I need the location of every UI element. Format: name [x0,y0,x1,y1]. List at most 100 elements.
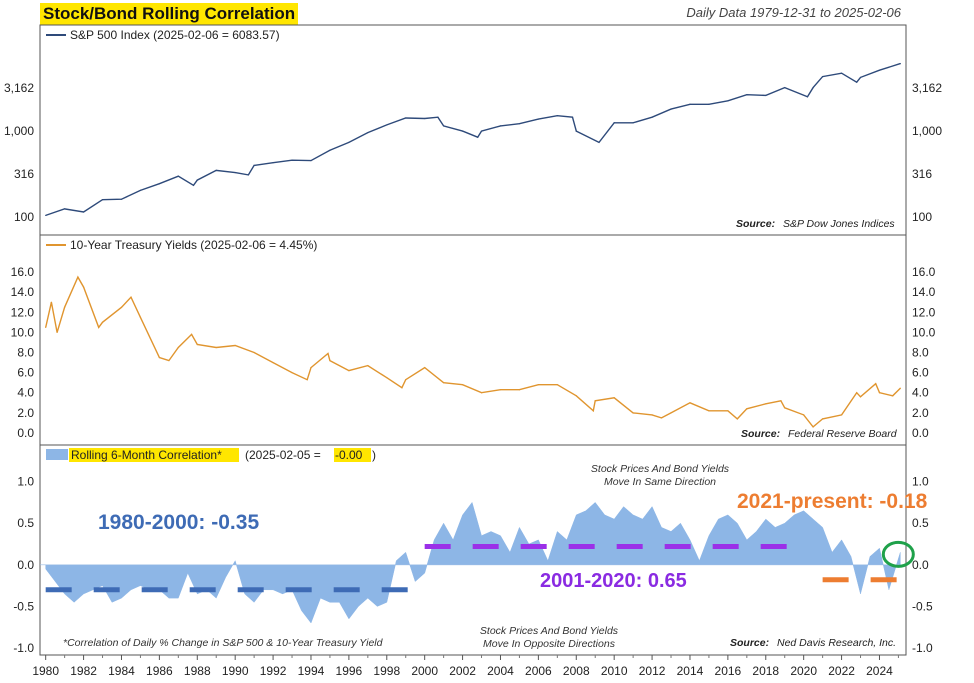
x-tick-label: 2002 [449,664,476,678]
data-point [765,403,767,405]
data-point [196,343,198,346]
data-point [310,159,312,162]
data-point [575,395,577,397]
data-point [708,410,710,412]
data-point [727,100,729,102]
annotation-2001-2020: 2001-2020: 0.65 [540,570,687,592]
data-point [367,132,369,134]
data-point [215,346,217,349]
data-point [424,367,426,369]
chart-title: Stock/Bond Rolling Correlation [40,3,299,25]
x-tick-label: 2012 [639,664,666,678]
data-point [556,115,558,117]
x-tick-label: 2024 [866,664,893,678]
data-point [177,175,179,177]
sp500-source: S&P Dow Jones Indices [783,218,895,230]
y-tick-label-left: -1.0 [13,641,34,655]
latest-value-circle [881,540,915,568]
panel-yield-frame [39,234,907,446]
data-point [253,164,255,166]
panel-corr-frame [39,444,907,656]
x-tick-label: 2014 [677,664,704,678]
corr-source: Ned Davis Research, Inc. [777,637,896,649]
data-point [130,296,132,298]
data-point [812,87,814,89]
data-point [518,389,521,391]
data-point [594,400,596,402]
data-point [499,389,502,391]
y-tick-label-left: 1,000 [4,124,34,138]
data-point [822,75,824,78]
data-point [386,377,388,379]
series-line [45,62,901,217]
yield-source: Federal Reserve Board [788,428,898,440]
corr-source-label: Source: [730,637,769,649]
data-point [822,418,824,420]
data-point [592,410,594,412]
data-point [291,372,293,374]
y-tick-label-left: 100 [14,210,34,224]
note-same-direction-1: Stock Prices And Bond Yields [591,463,730,475]
data-point [306,379,308,381]
data-point [139,189,142,191]
data-point [727,410,729,412]
data-point [571,116,574,118]
data-point [443,382,445,384]
data-point [746,408,748,410]
data-point [348,370,350,372]
y-tick-label-right: 3,162 [912,81,942,95]
x-tick-label: 1994 [298,664,325,678]
y-tick-label-left: 4.0 [17,386,34,400]
x-tick-label: 2020 [790,664,817,678]
data-point [50,301,52,303]
y-tick-label-right: 1.0 [912,475,929,489]
footnote: *Correlation of Daily % Change in S&P 50… [63,637,384,649]
data-point [840,414,843,416]
data-point [598,141,600,143]
data-point [77,276,79,278]
y-tick-label-right: 8.0 [912,346,929,360]
data-point [234,344,236,347]
data-point [64,208,66,210]
panel-sp500: 100 100 316 316 1,000 1,000 3,162 3,162 [4,62,942,224]
y-tick-label-left: 3,162 [4,81,34,95]
data-point [327,352,329,355]
sp500-source-label: Source: [736,218,775,230]
corr-legend-highlight [69,448,239,462]
annotation-1980-2000: 1980-2000: -0.35 [98,511,259,534]
data-point [660,417,663,419]
data-point [670,108,672,110]
data-point [651,116,653,118]
data-point [443,125,445,127]
note-opposite-direction-1: Stock Prices And Bond Yields [480,625,619,637]
data-point [461,384,464,386]
data-point [120,306,123,308]
x-tick-label: 2016 [715,664,742,678]
data-point [878,392,881,394]
data-point [477,136,479,138]
y-tick-label-right: -0.5 [912,599,933,613]
data-point [190,333,193,336]
data-point [196,179,198,181]
data-point [856,392,858,394]
sp500-legend: S&P 500 Index (2025-02-06 = 6083.57) [70,28,280,42]
annotation-2021-present: 2021-present: -0.18 [737,490,928,513]
x-tick-label: 1984 [108,664,135,678]
data-point [518,123,521,125]
y-tick-label-left: 0.0 [17,558,34,572]
y-tick-label-left: 10.0 [11,325,35,339]
data-point [45,326,47,328]
y-tick-label-right: 6.0 [912,366,929,380]
data-point [840,72,843,74]
x-tick-label: 2004 [487,664,514,678]
data-point [689,103,691,105]
data-point [98,326,100,328]
x-tick-label: 2008 [563,664,590,678]
data-point [158,183,160,185]
panel-correlation: -1.0 -1.0 -0.5 -0.5 0.0 0.0 0.5 0.5 1.0 1.0 [13,475,933,655]
y-tick-label-left: 316 [14,167,34,181]
data-point [499,125,502,127]
data-point [45,214,47,217]
data-point [859,76,862,79]
